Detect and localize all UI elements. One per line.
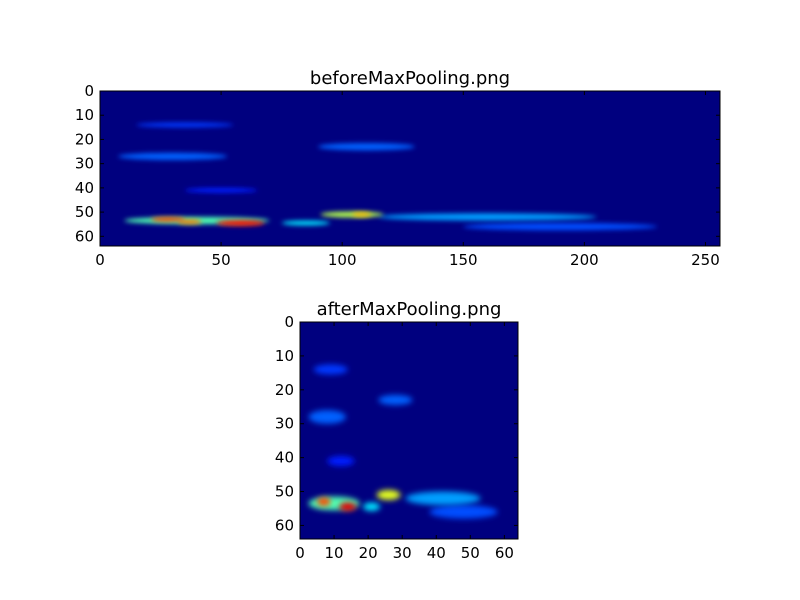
heatmap-hotspot: [351, 212, 372, 217]
y-tick-label: 20: [75, 130, 94, 148]
y-tick-label: 50: [75, 203, 94, 221]
heatmap-hotspot: [339, 502, 357, 512]
heatmap-hotspot: [378, 213, 597, 221]
heatmap-hotspot: [429, 505, 498, 519]
heatmap-hotspot: [313, 364, 348, 375]
axes-frame: [299, 321, 519, 540]
x-tick-label: 0: [295, 544, 305, 562]
heatmap-hotspot: [317, 143, 415, 151]
axes-frame: [99, 90, 721, 247]
heatmap-hotspot: [177, 219, 202, 225]
heatmap-hotspot: [463, 222, 658, 231]
x-tick-label: 250: [691, 251, 720, 269]
heatmap-hotspot: [184, 187, 258, 193]
y-tick-label: 30: [275, 415, 294, 433]
x-tick-label: 200: [570, 251, 599, 269]
x-tick-label: 50: [461, 544, 480, 562]
y-tick-label: 20: [275, 381, 294, 399]
x-tick-label: 30: [393, 544, 412, 562]
heatmap-hotspot: [281, 220, 331, 226]
x-tick-label: 0: [95, 251, 105, 269]
x-tick-label: 50: [212, 251, 231, 269]
y-tick-label: 0: [284, 313, 294, 331]
x-tick-label: 150: [449, 251, 478, 269]
y-tick-label: 30: [75, 155, 94, 173]
y-tick-label: 10: [75, 106, 94, 124]
x-tick-label: 20: [359, 544, 378, 562]
heatmap-hotspot: [308, 410, 346, 424]
y-tick-label: 40: [275, 449, 294, 467]
y-tick-label: 60: [75, 227, 94, 245]
y-tick-label: 60: [275, 516, 294, 534]
heatmap-hotspot: [376, 489, 401, 501]
heatmap-hotspot: [378, 394, 413, 406]
chart-title-after: afterMaxPooling.png: [317, 299, 502, 320]
heatmap-before: 0 50 100 150 200 250 0 10 20 30 40 50 60: [75, 82, 721, 269]
heatmap-hotspot: [118, 152, 228, 161]
x-tick-label: 60: [495, 544, 514, 562]
heatmap-hotspot: [136, 122, 234, 128]
heatmap-hotspot: [216, 219, 265, 227]
x-tick-label: 10: [325, 544, 344, 562]
heatmap-hotspot: [150, 216, 185, 222]
heatmap-hotspot: [317, 497, 331, 506]
heatmap-hotspot: [363, 502, 381, 512]
x-tick-label: 100: [328, 251, 357, 269]
y-tick-label: 10: [275, 347, 294, 365]
chart-title-before: beforeMaxPooling.png: [310, 68, 510, 89]
y-tick-label: 0: [84, 82, 94, 100]
y-tick-label: 50: [275, 483, 294, 501]
y-tick-label: 40: [75, 179, 94, 197]
x-tick-label: 40: [427, 544, 446, 562]
heatmap-hotspot: [327, 455, 355, 467]
heatmap-hotspot: [405, 491, 481, 506]
